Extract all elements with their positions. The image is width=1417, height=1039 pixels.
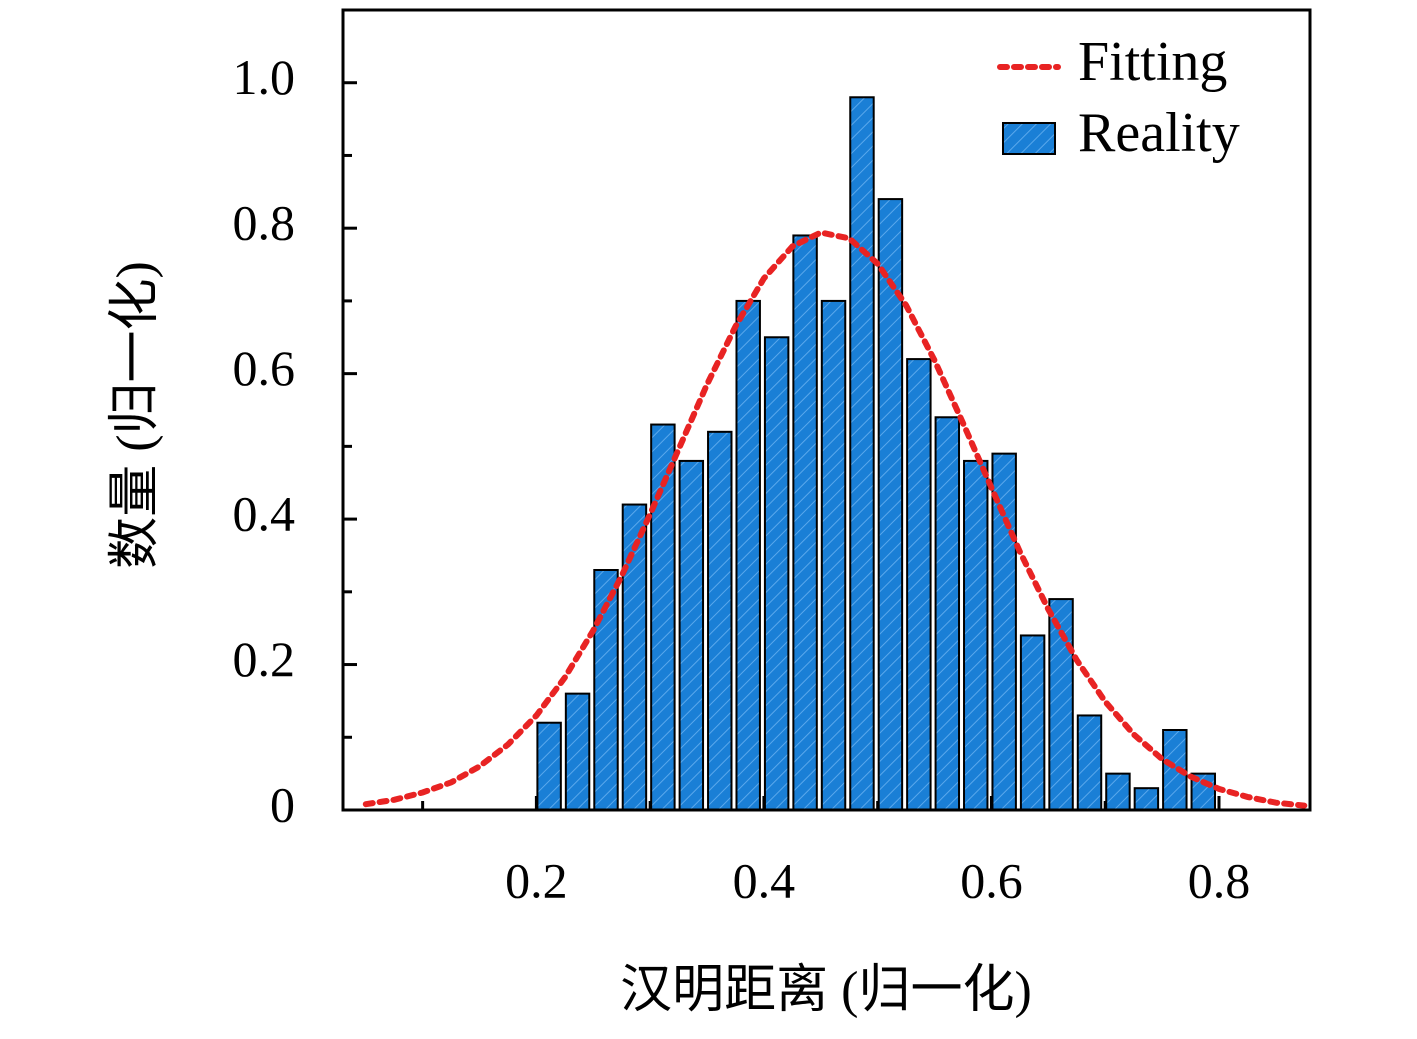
x-tick-label: 0.2 xyxy=(505,852,568,908)
bar xyxy=(934,416,961,811)
x-tick-label: 0.4 xyxy=(733,852,796,908)
y-tick-label: 0.2 xyxy=(233,631,296,687)
bar xyxy=(820,299,847,811)
bar xyxy=(678,459,705,811)
bar xyxy=(735,299,761,811)
y-tick-label: 0 xyxy=(270,776,295,832)
bar xyxy=(792,234,818,812)
bar xyxy=(1105,772,1131,811)
plot-frame xyxy=(341,8,1312,812)
y-tick-label: 0.8 xyxy=(233,195,296,251)
legend-swatch xyxy=(1002,122,1056,155)
legend-label: Reality xyxy=(1078,102,1240,164)
bar xyxy=(991,452,1017,811)
fit-line xyxy=(362,229,1308,809)
y-tick-label: 0.4 xyxy=(233,486,296,542)
bar xyxy=(963,459,989,811)
bar xyxy=(906,358,932,811)
y-axis-label: 数量 (归一化) xyxy=(107,261,164,569)
bar xyxy=(849,96,875,812)
x-tick-label: 0.8 xyxy=(1188,852,1251,908)
bar xyxy=(1076,714,1103,811)
bar xyxy=(536,721,562,812)
bar xyxy=(1019,634,1046,811)
bar xyxy=(564,692,591,811)
y-tick-label: 1.0 xyxy=(233,49,296,105)
bar xyxy=(1133,787,1160,812)
x-tick-label: 0.6 xyxy=(960,852,1023,908)
bar xyxy=(763,336,790,811)
bar xyxy=(707,430,733,811)
x-axis-label: 汉明距离 (归一化) xyxy=(620,962,1032,1019)
y-tick-label: 0.6 xyxy=(233,340,296,396)
legend-label: Fitting xyxy=(1078,31,1227,93)
